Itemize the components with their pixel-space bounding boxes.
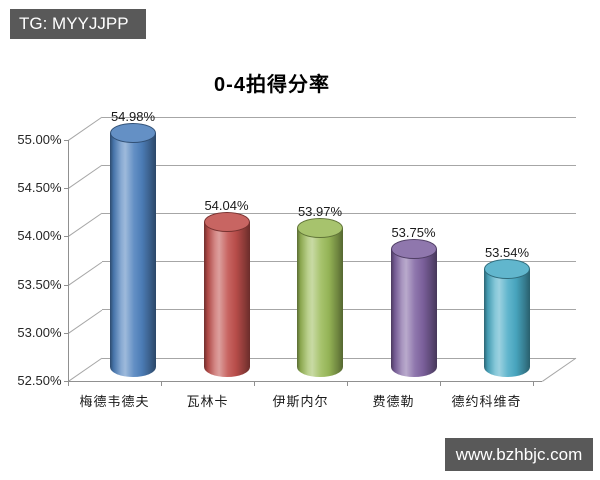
- y-gridline-depth: [67, 116, 103, 141]
- category-label: 梅德韦德夫: [79, 394, 150, 409]
- y-tick: [63, 381, 68, 382]
- y-axis-label: 54.00%: [17, 228, 62, 244]
- website-watermark-banner: www.bzhbjc.com: [445, 438, 593, 471]
- bar-value-label: 54.04%: [204, 197, 249, 213]
- x-tick: [533, 381, 534, 386]
- cylinder-top-cap: [110, 122, 156, 143]
- y-gridline-back: [101, 116, 576, 118]
- x-tick: [253, 381, 255, 386]
- y-axis-label: 54.50%: [17, 180, 62, 196]
- y-gridline-back: [101, 164, 576, 166]
- bar-value-label: 53.75%: [391, 225, 436, 240]
- x-tick: [439, 381, 441, 386]
- cylinder-body: [390, 249, 437, 367]
- cylinder-top-cap: [297, 218, 343, 239]
- cylinder-body: [203, 221, 250, 367]
- floor-right-edge: [542, 357, 577, 382]
- cylinder-body: [110, 132, 156, 367]
- cylinder-body: [484, 268, 530, 367]
- cylinder-top-cap: [390, 239, 437, 259]
- y-tick: [63, 236, 68, 238]
- tg-watermark-banner: TG: MYYJJPP: [10, 9, 146, 39]
- y-axis-line: [67, 140, 69, 382]
- bar-value-label: 54.98%: [110, 108, 156, 124]
- y-axis-label: 55.00%: [17, 132, 62, 147]
- y-axis-label: 52.50%: [17, 373, 62, 388]
- chart-title: 0-4拍得分率: [214, 74, 330, 96]
- category-label: 瓦林卡: [186, 394, 229, 409]
- x-tick: [160, 381, 162, 386]
- cylinder-top-cap: [484, 258, 530, 279]
- y-gridline-back: [101, 212, 576, 214]
- website-watermark-text: www.bzhbjc.com: [455, 444, 583, 464]
- y-tick: [63, 332, 68, 334]
- tg-watermark-text: TG: MYYJJPP: [19, 14, 129, 33]
- bar-value-label: 53.97%: [297, 204, 343, 220]
- category-label: 费德勒: [372, 394, 415, 409]
- bar-value-label: 53.54%: [484, 244, 530, 260]
- y-gridline-depth: [67, 357, 103, 382]
- cylinder-body: [297, 228, 343, 367]
- y-tick: [63, 140, 68, 141]
- y-axis-label: 53.50%: [17, 276, 62, 292]
- y-tick: [63, 188, 68, 190]
- y-gridline-depth: [67, 164, 103, 190]
- category-label: 伊斯内尔: [272, 394, 329, 409]
- cylinder-top-cap: [203, 211, 250, 232]
- y-gridline-depth: [67, 309, 103, 334]
- y-axis-label: 53.00%: [17, 324, 62, 340]
- category-label: 德约科维奇: [451, 394, 522, 409]
- y-gridline-depth: [67, 212, 103, 238]
- x-tick: [67, 381, 69, 386]
- x-axis-line: [67, 381, 542, 382]
- y-tick: [63, 284, 68, 286]
- x-tick: [346, 381, 348, 386]
- y-gridline-depth: [67, 261, 103, 286]
